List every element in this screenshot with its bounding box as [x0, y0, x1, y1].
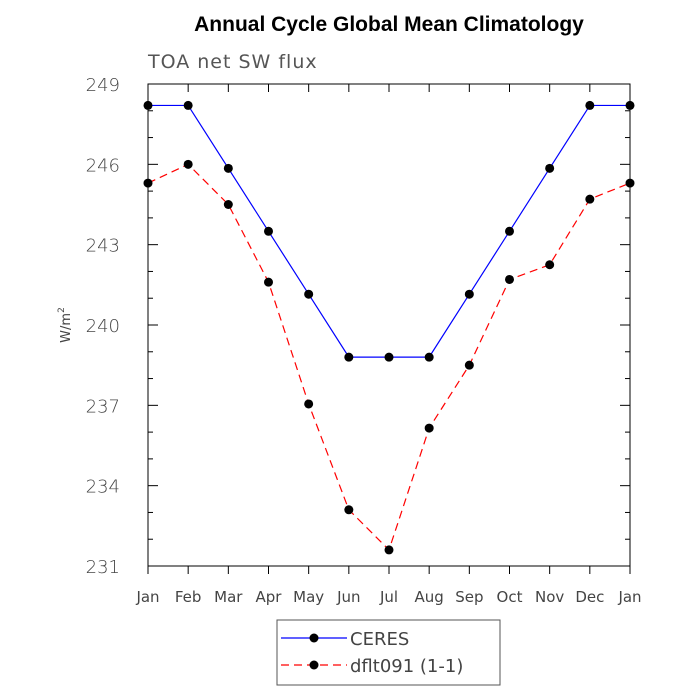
x-tick-label: Jan: [135, 588, 159, 606]
data-point: [464, 360, 474, 370]
data-point: [464, 289, 474, 299]
data-point: [183, 159, 193, 169]
x-tick-label: Jan: [617, 588, 641, 606]
legend: CERES dflt091 (1-1): [276, 619, 501, 686]
legend-marker: [309, 633, 319, 643]
data-point: [424, 423, 434, 433]
chart-subtitle: TOA net SW flux: [147, 51, 318, 73]
data-point: [223, 200, 233, 209]
y-tick-label: 246: [86, 155, 120, 176]
y-tick-label: 237: [86, 396, 120, 417]
data-point: [424, 352, 434, 362]
legend-label: CERES: [350, 629, 409, 650]
legend-label: dflt091 (1-1): [350, 656, 463, 677]
data-point: [143, 178, 153, 188]
data-point: [585, 194, 595, 204]
y-axis: 231 234 237 240 243 246 249: [86, 75, 630, 578]
x-tick-label: Oct: [497, 588, 523, 606]
data-point: [625, 178, 635, 188]
x-tick-label: Feb: [175, 588, 202, 606]
y-tick-label: 243: [86, 236, 120, 257]
x-tick-label: Jun: [336, 588, 360, 606]
x-tick-label: Mar: [214, 588, 243, 606]
data-point: [545, 163, 555, 173]
data-point: [545, 260, 555, 270]
data-point: [304, 399, 314, 409]
series-layer: [143, 100, 635, 555]
x-axis: Jan Feb Mar Apr May Jun Jul Aug Sep Oct Nov Dec Jan: [135, 84, 642, 606]
data-point: [505, 274, 514, 284]
data-point: [384, 352, 394, 362]
series-line: [148, 104, 630, 358]
x-tick-label: Dec: [575, 588, 604, 606]
x-tick-label: Nov: [535, 588, 564, 606]
y-axis-label: W/m2: [57, 307, 74, 343]
data-point: [505, 226, 514, 236]
legend-marker: [309, 660, 319, 670]
y-tick-label: 240: [86, 316, 120, 337]
x-tick-label: Jul: [379, 588, 398, 606]
data-point: [384, 545, 394, 555]
data-point: [264, 226, 273, 236]
data-point: [183, 100, 193, 110]
data-point: [304, 289, 314, 299]
data-point: [223, 163, 233, 173]
x-tick-label: Apr: [256, 588, 283, 606]
data-point: [264, 277, 273, 287]
data-point: [585, 100, 595, 110]
x-tick-label: Sep: [455, 588, 483, 606]
data-point: [143, 100, 153, 110]
x-tick-label: May: [293, 588, 324, 606]
x-tick-label: Aug: [415, 588, 444, 606]
chart-title: Annual Cycle Global Mean Climatology: [194, 13, 584, 36]
data-point: [344, 352, 354, 362]
y-tick-label: 234: [86, 477, 120, 498]
legend-box: [276, 619, 501, 686]
y-tick-label: 249: [86, 75, 120, 96]
data-point: [344, 505, 354, 515]
data-point: [625, 100, 635, 110]
y-tick-label: 231: [86, 557, 120, 578]
